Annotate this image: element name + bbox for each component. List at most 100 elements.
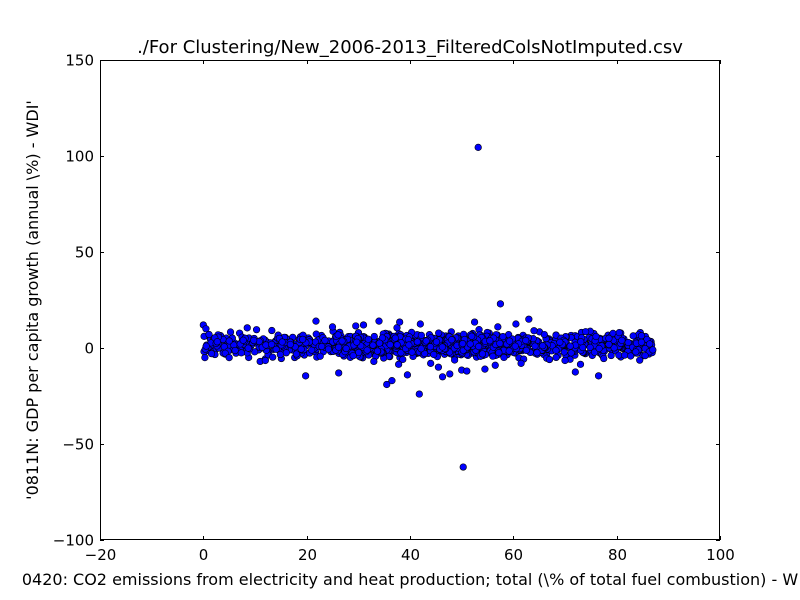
data-point [363,346,371,354]
data-point [571,368,579,376]
data-point [408,348,416,356]
data-points [199,143,657,471]
data-point [545,355,554,364]
data-point [489,352,497,360]
y-tick-label: 0 [84,340,94,358]
data-point [605,334,613,343]
data-point [231,346,239,355]
data-point [417,345,425,353]
data-point [201,354,209,362]
data-point [321,336,329,344]
data-point [636,356,644,364]
data-point [383,380,391,389]
data-point [627,352,635,360]
data-point [335,369,343,377]
y-tick-label: 100 [65,148,94,166]
data-point [422,337,430,345]
data-point [496,339,504,347]
data-point [292,350,301,358]
y-tick-label: 50 [75,244,94,262]
x-tick-label: 40 [401,546,420,564]
x-tick-label: 20 [298,546,317,564]
data-point [399,355,407,364]
data-point [417,331,426,339]
data-point [463,367,471,375]
chart-title: ./For Clustering/New_2006-2013_FilteredC… [137,37,683,58]
data-point [261,356,269,365]
data-point [207,350,216,358]
data-point [359,321,368,329]
data-point [632,348,640,356]
data-point [312,317,320,325]
data-point [539,342,547,350]
data-point [629,332,637,340]
data-point [205,330,213,339]
data-point [451,356,459,364]
data-point [268,326,276,335]
data-point [552,346,560,354]
data-point [595,344,603,353]
data-point [276,350,284,359]
data-point [299,335,307,343]
data-point [567,349,575,357]
data-point [530,327,538,335]
data-point [607,351,615,360]
data-point [481,365,489,373]
data-point [586,343,594,351]
data-point [316,352,324,360]
data-point [621,351,629,359]
data-point [438,373,447,381]
data-point [202,342,210,350]
data-point [252,326,261,334]
x-tick-label: 60 [504,546,523,564]
x-tick-label: 0 [199,546,209,564]
data-point [278,338,286,346]
data-point [202,325,210,333]
data-point [370,357,378,366]
data-point [375,317,383,325]
data-point [244,344,252,352]
data-point [531,342,539,350]
data-point [576,360,585,368]
x-tick-label: −20 [85,546,117,564]
data-point [566,342,574,350]
data-point [391,334,399,342]
y-tick-label: −50 [62,436,94,454]
data-point [427,359,435,367]
data-point [475,342,483,351]
data-point [225,354,233,362]
data-point [352,322,360,330]
data-point [334,331,342,339]
data-point [594,372,603,380]
data-point [250,336,258,345]
x-tick-label: 80 [608,546,627,564]
data-point [533,349,541,357]
data-point [496,300,505,308]
data-point [373,347,382,355]
data-point [641,352,649,360]
data-point [615,329,623,337]
data-point [517,359,525,367]
data-point [500,353,508,362]
data-point [239,336,247,344]
data-point [324,345,333,353]
data-point [540,330,548,339]
data-point [272,345,280,353]
data-point [297,345,305,353]
data-point [369,341,377,349]
x-axis: −20 0 20 40 60 80 100 [85,60,735,564]
data-point [370,332,378,341]
data-point [522,346,530,355]
data-point [610,344,618,352]
data-point [416,320,424,328]
data-point [646,340,654,348]
data-point [435,329,443,337]
y-tick-label: −100 [53,532,94,550]
data-point [561,356,569,365]
data-point [600,354,608,363]
x-axis-label: 0420: CO2 emissions from electricity and… [22,570,798,589]
data-point [386,341,394,349]
data-point [478,350,487,358]
data-point [426,343,435,351]
data-point [605,340,613,348]
